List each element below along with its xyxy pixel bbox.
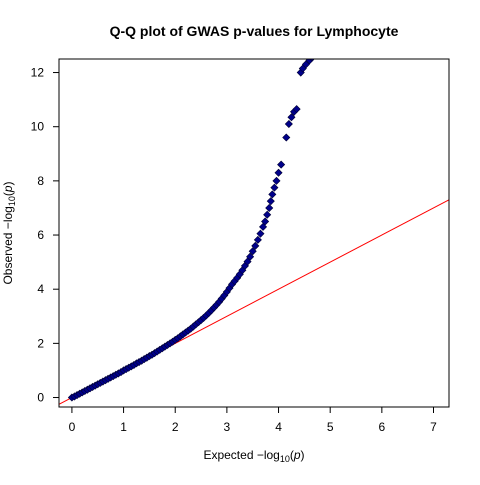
data-point: [246, 252, 255, 261]
plot-frame: [58, 58, 450, 408]
x-tick-label: 7: [430, 420, 437, 434]
y-axis-label: Observed −log10(p): [1, 181, 17, 284]
data-point: [251, 241, 260, 250]
data-point: [256, 229, 265, 238]
plot-inner: [59, 59, 449, 405]
data-point: [272, 176, 281, 185]
data-point: [248, 247, 257, 256]
x-axis-label-text: Expected −log: [203, 448, 279, 462]
x-axis-label-subscript: 10: [280, 454, 290, 464]
y-tick-label: 12: [31, 66, 45, 80]
data-point: [268, 190, 277, 199]
x-tick-label: 1: [120, 420, 127, 434]
data-point: [287, 113, 296, 122]
y-axis-label-variable: p: [1, 185, 15, 193]
x-axis-label: Expected −log10(p): [203, 448, 304, 464]
data-point: [282, 133, 291, 142]
y-axis-label-subscript: 10: [7, 196, 17, 206]
y-tick-label: 2: [37, 336, 44, 350]
x-tick-label: 5: [327, 420, 334, 434]
y-axis-label-text: Observed −log: [1, 206, 15, 284]
x-tick-label: 3: [224, 420, 231, 434]
data-point: [266, 197, 275, 206]
data-point: [277, 160, 286, 169]
data-point: [270, 183, 279, 192]
x-tick-label: 6: [379, 420, 386, 434]
y-tick-label: 6: [37, 228, 44, 242]
y-tick-label: 0: [37, 391, 44, 405]
data-point: [274, 168, 283, 177]
y-tick-label: 10: [31, 120, 45, 134]
data-point: [309, 59, 315, 62]
data-point: [301, 60, 310, 69]
data-point: [284, 119, 293, 129]
data-point: [265, 203, 274, 212]
y-tick-label: 4: [37, 282, 44, 296]
data-point: [263, 210, 272, 219]
data-point: [261, 217, 270, 226]
y-tick-label: 8: [37, 174, 44, 188]
x-tick-label: 4: [275, 420, 282, 434]
chart-title: Q-Q plot of GWAS p-values for Lymphocyte: [110, 23, 399, 39]
x-axis-label-variable: p: [293, 448, 301, 462]
x-tick-label: 2: [172, 420, 179, 434]
x-tick-label: 0: [69, 420, 76, 434]
data-point: [292, 105, 301, 114]
data-point: [253, 235, 262, 244]
plot-layer: [59, 59, 449, 405]
